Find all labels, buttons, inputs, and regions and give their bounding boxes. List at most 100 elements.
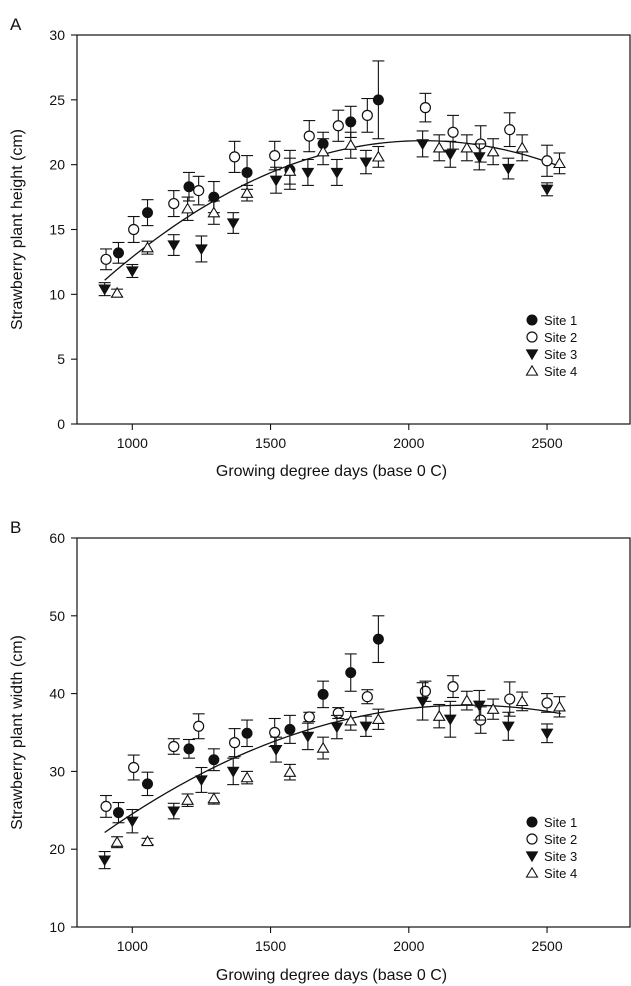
data-point [361, 109, 373, 121]
y-tick-label: 0 [57, 416, 65, 432]
data-point [372, 94, 384, 106]
data-point [283, 765, 297, 777]
panel-label: B [10, 518, 21, 537]
data-point [207, 206, 221, 218]
legend-label: Site 4 [544, 364, 577, 379]
data-point [345, 667, 357, 679]
data-point [443, 149, 457, 161]
data-point [416, 696, 429, 708]
legend-marker [526, 816, 538, 828]
data-point [241, 166, 253, 178]
y-axis-title: Strawberry plant height (cm) [9, 129, 26, 330]
data-point [195, 244, 208, 256]
y-axis-title: Strawberry plant width (cm) [9, 635, 26, 830]
y-tick-label: 40 [49, 686, 65, 702]
plot-frame [76, 537, 631, 928]
data-point [553, 700, 566, 712]
legend: Site 1 Site 2 Site 3 Site 4 [525, 313, 577, 379]
data-point [168, 197, 180, 210]
series-site-2 [100, 92, 554, 271]
data-point [183, 743, 195, 755]
series-site-4 [110, 690, 566, 849]
legend-marker [526, 314, 538, 326]
data-point [128, 223, 140, 236]
legend-label: Site 2 [544, 832, 577, 847]
data-point [501, 721, 515, 733]
data-point [332, 707, 344, 719]
data-point [193, 185, 205, 197]
legend-label: Site 1 [544, 313, 577, 328]
legend-marker [526, 833, 538, 845]
data-point [193, 720, 205, 732]
data-point [432, 141, 446, 153]
data-point [344, 138, 358, 150]
data-point [504, 124, 516, 136]
data-point [303, 130, 315, 142]
data-point [359, 157, 373, 169]
data-point [269, 744, 283, 756]
data-point [226, 218, 240, 230]
data-point [447, 126, 459, 138]
data-point [504, 693, 516, 705]
x-axis-title: Growing degree days (base 0 C) [216, 463, 447, 480]
data-point [303, 711, 315, 723]
data-point [344, 714, 358, 726]
legend-marker [525, 349, 539, 361]
data-point [125, 816, 139, 828]
data-point [332, 120, 344, 132]
y-tick-label: 20 [49, 841, 65, 857]
data-point [141, 835, 154, 847]
fit-curve [104, 140, 562, 281]
data-point [460, 694, 474, 706]
data-point [359, 721, 373, 733]
data-point [195, 775, 208, 787]
data-point [316, 145, 330, 157]
data-point [142, 207, 154, 219]
y-tick-label: 10 [49, 919, 65, 935]
data-point [181, 793, 195, 805]
x-tick-label: 1000 [117, 435, 148, 451]
data-point [460, 141, 474, 153]
data-point [181, 202, 195, 214]
data-point [443, 714, 457, 726]
data-point [472, 152, 486, 164]
data-point [541, 155, 553, 167]
data-point [269, 149, 281, 162]
series-site-2 [100, 675, 554, 818]
legend-marker [525, 851, 539, 863]
y-tick-label: 30 [49, 763, 65, 779]
data-point [128, 761, 140, 774]
data-point [416, 139, 429, 151]
data-point [316, 741, 330, 753]
data-point [283, 164, 297, 176]
data-point [419, 102, 431, 114]
legend-marker [525, 364, 539, 376]
legend-marker [526, 331, 538, 343]
data-point [110, 286, 124, 298]
y-tick-label: 15 [49, 222, 65, 238]
y-tick-label: 60 [49, 530, 65, 546]
data-point [330, 722, 344, 734]
data-point [125, 266, 139, 278]
legend-label: Site 4 [544, 866, 577, 881]
data-point [540, 184, 554, 196]
data-point [208, 754, 220, 766]
x-tick-label: 1500 [255, 435, 286, 451]
legend-label: Site 2 [544, 330, 577, 345]
data-point [98, 855, 112, 867]
data-point [541, 697, 553, 709]
data-point [540, 728, 554, 740]
data-point [168, 740, 180, 753]
data-point [361, 691, 373, 703]
data-point [240, 186, 254, 198]
data-point [167, 806, 181, 818]
y-tick-label: 25 [49, 92, 65, 108]
data-point [486, 702, 500, 714]
data-point [486, 145, 500, 157]
data-point [240, 771, 254, 783]
y-tick-label: 30 [49, 27, 65, 43]
series-site-1 [112, 60, 385, 264]
panel-height: A 1000 1500 2000 2500 0 5 10 15 20 25 30 Growing deg… [9, 15, 631, 480]
data-point [229, 737, 241, 749]
